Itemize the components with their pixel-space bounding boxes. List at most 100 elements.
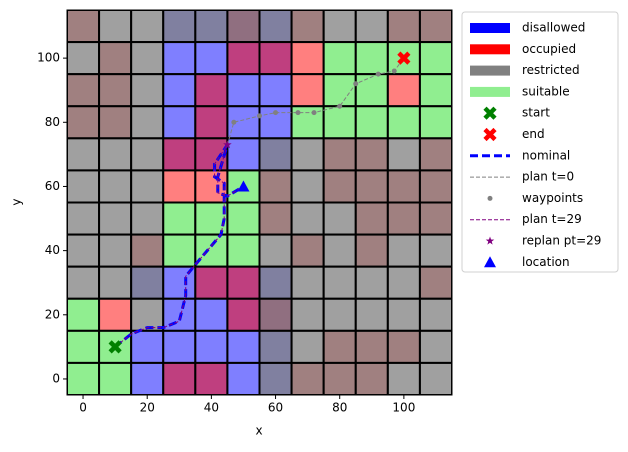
cell bbox=[387, 138, 420, 171]
point-marker bbox=[311, 110, 317, 116]
point-marker bbox=[391, 68, 397, 74]
cell bbox=[355, 170, 388, 203]
cell bbox=[99, 42, 132, 75]
x-tick-label: 80 bbox=[332, 401, 347, 415]
cell bbox=[419, 106, 452, 139]
cell bbox=[227, 10, 260, 43]
cell bbox=[227, 74, 260, 107]
cell bbox=[227, 298, 260, 331]
cell bbox=[227, 266, 260, 299]
legend-label: waypoints bbox=[522, 191, 583, 205]
legend-label: location bbox=[522, 255, 570, 269]
cell bbox=[387, 330, 420, 363]
cell bbox=[259, 74, 292, 107]
y-tick-label: 60 bbox=[45, 179, 60, 193]
cell bbox=[99, 362, 132, 395]
y-tick-label: 80 bbox=[45, 115, 60, 129]
cell bbox=[291, 298, 324, 331]
cell bbox=[355, 266, 388, 299]
cell bbox=[291, 330, 324, 363]
cell bbox=[355, 106, 388, 139]
cell bbox=[323, 138, 356, 171]
legend-label: plan t=29 bbox=[522, 212, 582, 226]
plot-area bbox=[67, 10, 452, 395]
cell bbox=[355, 362, 388, 395]
cell bbox=[419, 362, 452, 395]
legend-marker bbox=[485, 236, 495, 245]
cell bbox=[163, 106, 196, 139]
cell bbox=[419, 10, 452, 43]
cell bbox=[387, 266, 420, 299]
legend-swatch bbox=[470, 65, 510, 76]
cell bbox=[355, 10, 388, 43]
cell bbox=[419, 138, 452, 171]
cell bbox=[259, 298, 292, 331]
point-marker bbox=[257, 113, 262, 119]
cell bbox=[163, 10, 196, 43]
point-marker bbox=[295, 110, 301, 116]
cell bbox=[259, 266, 292, 299]
legend-label: plan t=0 bbox=[522, 170, 574, 184]
legend-swatch bbox=[470, 44, 510, 55]
cell bbox=[67, 10, 100, 43]
cell bbox=[323, 106, 356, 139]
cell bbox=[387, 170, 420, 203]
cell bbox=[195, 74, 228, 107]
cell bbox=[131, 74, 164, 107]
cell bbox=[195, 170, 228, 203]
point-marker bbox=[375, 71, 381, 77]
cell bbox=[67, 138, 100, 171]
cell bbox=[195, 330, 228, 363]
cell bbox=[163, 330, 196, 363]
cell bbox=[67, 170, 100, 203]
cell bbox=[355, 234, 388, 267]
cell bbox=[67, 234, 100, 267]
cell bbox=[387, 362, 420, 395]
cell bbox=[419, 266, 452, 299]
legend-label: start bbox=[522, 106, 550, 120]
cell bbox=[387, 106, 420, 139]
cell bbox=[291, 266, 324, 299]
cell bbox=[355, 42, 388, 75]
cell bbox=[163, 170, 196, 203]
cell bbox=[291, 42, 324, 75]
cell bbox=[323, 42, 356, 75]
cell bbox=[323, 266, 356, 299]
cell bbox=[323, 362, 356, 395]
cell bbox=[419, 330, 452, 363]
cell bbox=[291, 202, 324, 235]
cell bbox=[99, 202, 132, 235]
point-marker bbox=[273, 110, 279, 116]
x-tick-label: 20 bbox=[140, 401, 155, 415]
legend-label: restricted bbox=[522, 63, 580, 77]
cell bbox=[291, 74, 324, 107]
cell bbox=[99, 106, 132, 139]
cell bbox=[195, 10, 228, 43]
path-line bbox=[114, 144, 244, 348]
cell bbox=[387, 10, 420, 43]
legend-box bbox=[461, 11, 619, 273]
point-marker bbox=[353, 81, 359, 87]
legend-swatch bbox=[470, 86, 510, 97]
cell bbox=[355, 298, 388, 331]
cell bbox=[99, 170, 132, 203]
x-tick-label: 40 bbox=[204, 401, 219, 415]
cell bbox=[163, 74, 196, 107]
cell bbox=[99, 10, 132, 43]
cell bbox=[163, 298, 196, 331]
cell bbox=[67, 74, 100, 107]
cell bbox=[131, 170, 164, 203]
x-axis-label: x bbox=[255, 424, 262, 438]
legend-marker bbox=[483, 106, 497, 120]
cell bbox=[387, 234, 420, 267]
legend-label: replan pt=29 bbox=[522, 234, 601, 248]
cell bbox=[131, 42, 164, 75]
legend-label: disallowed bbox=[522, 21, 585, 35]
point-marker bbox=[337, 103, 343, 109]
cell bbox=[323, 298, 356, 331]
cell bbox=[291, 234, 324, 267]
cell bbox=[387, 202, 420, 235]
cell bbox=[67, 362, 100, 395]
axes-frame bbox=[66, 9, 453, 396]
cell bbox=[131, 10, 164, 43]
